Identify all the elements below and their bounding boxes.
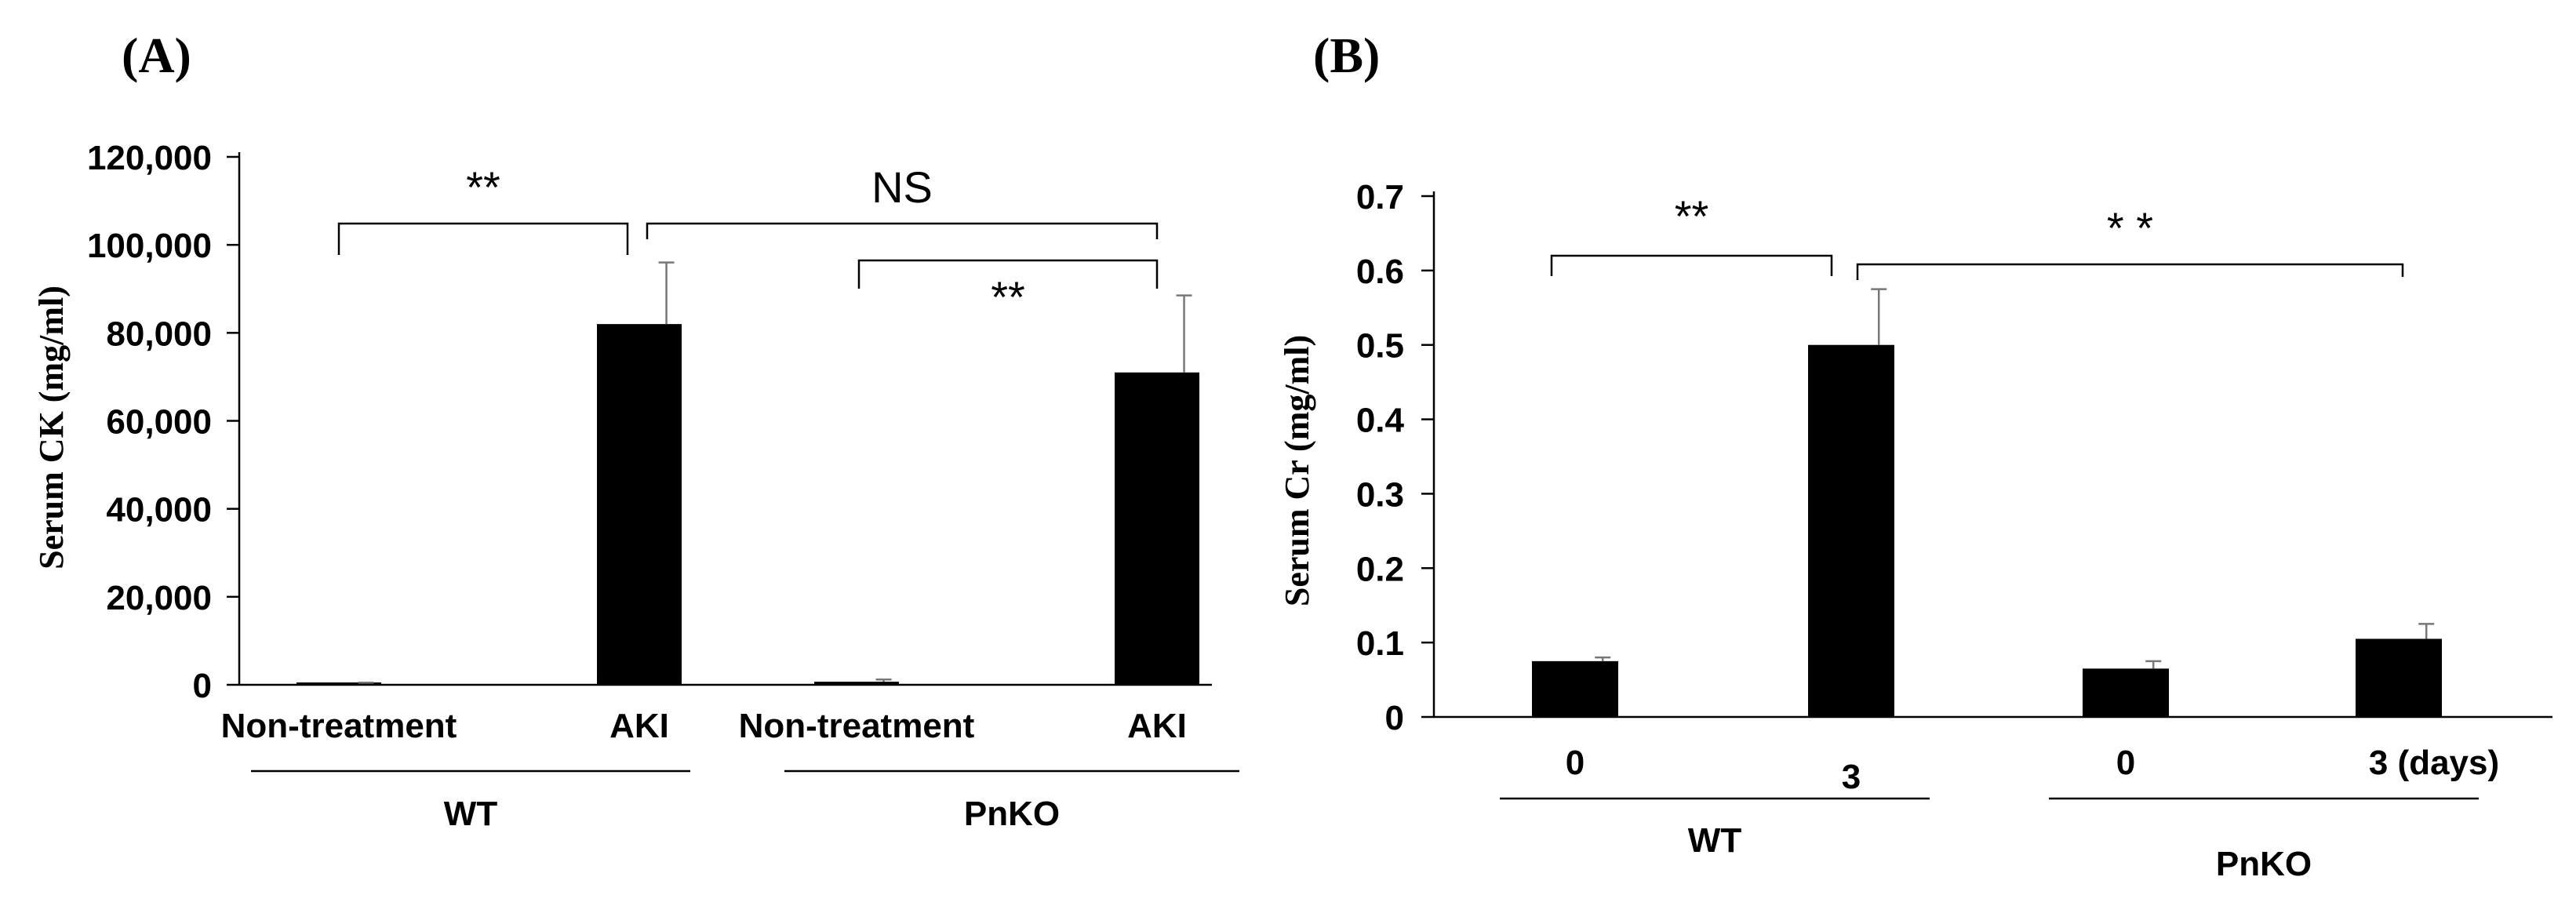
- bar: [597, 324, 682, 685]
- y-tick-label: 120,000: [87, 139, 212, 177]
- significance-label: **: [1675, 191, 1709, 241]
- y-tick-label: 100,000: [87, 227, 212, 265]
- category-label: Non-treatment: [221, 707, 457, 745]
- y-axis-label: Serum Cr (mg/ml): [1278, 335, 1316, 606]
- bar: [814, 682, 899, 685]
- y-tick-label: 60,000: [106, 403, 212, 442]
- category-label: 0: [2116, 744, 2135, 782]
- significance-label: NS: [871, 162, 933, 212]
- y-tick-label: 0.5: [1356, 327, 1404, 366]
- significance-bracket: [1550, 254, 1833, 276]
- group-label: WT: [444, 795, 498, 833]
- category-label: AKI: [609, 707, 669, 745]
- y-tick-label: 80,000: [106, 315, 212, 353]
- significance-bracket: [857, 259, 1159, 289]
- y-tick-label: 0.4: [1356, 402, 1405, 440]
- y-tick-label: 0: [1385, 699, 1404, 737]
- y-tick-label: 0.2: [1356, 550, 1404, 588]
- group-label: PnKO: [2216, 845, 2312, 883]
- bar: [2356, 639, 2442, 717]
- y-tick-label: 0.6: [1356, 253, 1404, 291]
- panel-label: (B): [1313, 27, 1380, 83]
- panel-label: (A): [122, 27, 191, 83]
- bar: [2083, 668, 2169, 717]
- significance-bracket: [337, 222, 629, 255]
- y-tick-label: 40,000: [106, 491, 212, 529]
- chart-b: (B) 0 0.1 0.2 0.3 0.4 0.5 0.6 0.7 Serum Cr (mg/ml…: [1278, 27, 2552, 883]
- y-tick-label: 20,000: [106, 579, 212, 617]
- y-tick-label: 0.3: [1356, 475, 1404, 514]
- bar: [1808, 344, 1894, 717]
- significance-bracket: [1856, 263, 2404, 280]
- significance-bracket: [646, 222, 1159, 239]
- bar: [297, 682, 381, 685]
- significance-label: * *: [2107, 203, 2153, 253]
- category-label: 3 (days): [2369, 744, 2499, 782]
- category-label: 3: [1842, 758, 1861, 796]
- bar: [1532, 660, 1618, 717]
- y-tick-label: 0: [193, 667, 212, 705]
- significance-label: **: [991, 272, 1025, 322]
- group-label: WT: [1688, 821, 1742, 860]
- chart-a: (A) 0 20,000 40,000 60,000 80,000 100,000 120,0…: [32, 27, 1239, 833]
- category-label: AKI: [1127, 707, 1187, 745]
- significance-label: **: [466, 162, 500, 212]
- y-axis-label: Serum CK (mg/ml): [32, 286, 71, 569]
- category-label: Non-treatment: [739, 707, 975, 745]
- group-label: PnKO: [964, 795, 1060, 833]
- category-label: 0: [1566, 744, 1585, 782]
- y-tick-label: 0.1: [1356, 624, 1404, 663]
- bar: [1115, 372, 1199, 685]
- y-tick-label: 0.7: [1356, 178, 1404, 216]
